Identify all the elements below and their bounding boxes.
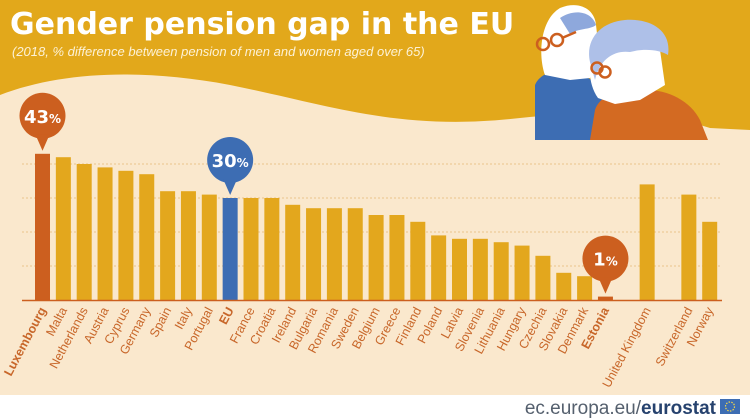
source-link[interactable]: ec.europa.eu/eurostat (525, 398, 717, 419)
bubble-value: 1% (593, 250, 618, 271)
bar-switzerland (681, 194, 697, 300)
bar-netherlands (76, 164, 92, 300)
bar-italy (180, 191, 196, 300)
source-brand: eurostat (641, 398, 717, 419)
annotation-bubble-eu: 30% (207, 137, 254, 195)
bar-romania (326, 208, 342, 300)
bar-spain (160, 191, 176, 300)
bubble-value: 43% (24, 107, 61, 128)
bar-slovenia (472, 238, 488, 300)
bar-ireland (285, 204, 301, 300)
woman-figure-icon (589, 19, 708, 140)
bar-greece (389, 215, 405, 300)
bubble-shape (207, 137, 254, 183)
annotation-bubble-luxembourg: 43% (19, 92, 66, 151)
chart-title: Gender pension gap in the EU (10, 7, 514, 42)
annotation-bubble-estonia: 1% (582, 235, 629, 294)
bar-luxembourg (35, 153, 50, 300)
bar-norway (702, 221, 718, 300)
bubble-pointer (223, 179, 238, 195)
bar-denmark (577, 276, 593, 300)
bar-belgium (368, 215, 384, 300)
bar-slovakia (556, 272, 572, 300)
eu-flag-icon (720, 399, 740, 414)
bar-france (243, 198, 259, 300)
elderly-couple-illustration (535, 5, 708, 140)
bar-sweden (347, 208, 363, 300)
annotation-bubbles: 43% 30% 1% (19, 92, 629, 294)
source-domain: ec.europa.eu/ (525, 398, 642, 419)
bar-estonia (597, 296, 613, 300)
man-figure-icon (535, 5, 610, 140)
bubble-pointer (598, 277, 613, 294)
bar-czechia (535, 255, 551, 300)
bubble-pointer (35, 134, 50, 151)
bar-portugal (201, 194, 217, 300)
bubble-shape (19, 92, 66, 139)
bar-united-kingdom (639, 184, 655, 300)
eurostat-source[interactable]: ec.europa.eu/eurostat (525, 398, 740, 419)
footer-background (0, 395, 750, 420)
bar-latvia (452, 238, 467, 300)
bar-croatia (264, 198, 280, 300)
eu-stars-icon (724, 401, 736, 412)
bars (35, 153, 718, 300)
bar-malta (55, 157, 71, 300)
bar-austria (97, 167, 113, 300)
bubble-shape (582, 235, 629, 282)
bar-finland (410, 221, 426, 300)
bar-cyprus (118, 170, 134, 300)
bar-lithuania (493, 242, 509, 300)
bubble-value: 30% (212, 151, 249, 172)
bar-bulgaria (306, 208, 322, 300)
bar-germany (139, 174, 155, 300)
bar-hungary (514, 245, 530, 300)
bar-poland (431, 235, 447, 300)
chart-subtitle: (2018, % difference between pension of m… (12, 44, 425, 59)
bar-eu (222, 198, 238, 300)
